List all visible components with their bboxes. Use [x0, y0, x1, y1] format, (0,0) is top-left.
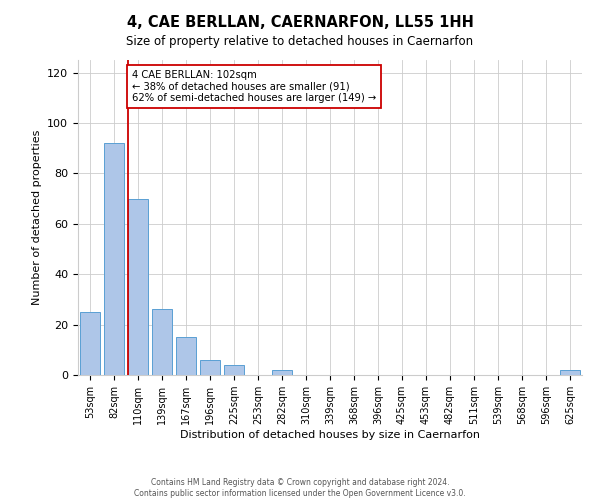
X-axis label: Distribution of detached houses by size in Caernarfon: Distribution of detached houses by size …: [180, 430, 480, 440]
Bar: [128, 198, 148, 375]
Bar: [272, 370, 292, 375]
Bar: [152, 310, 172, 375]
Bar: [224, 365, 244, 375]
Y-axis label: Number of detached properties: Number of detached properties: [32, 130, 41, 305]
Bar: [200, 360, 220, 375]
Bar: [176, 337, 196, 375]
Text: Size of property relative to detached houses in Caernarfon: Size of property relative to detached ho…: [127, 35, 473, 48]
Bar: [80, 312, 100, 375]
Text: Contains HM Land Registry data © Crown copyright and database right 2024.
Contai: Contains HM Land Registry data © Crown c…: [134, 478, 466, 498]
Text: 4, CAE BERLLAN, CAERNARFON, LL55 1HH: 4, CAE BERLLAN, CAERNARFON, LL55 1HH: [127, 15, 473, 30]
Bar: [104, 143, 124, 375]
Text: 4 CAE BERLLAN: 102sqm
← 38% of detached houses are smaller (91)
62% of semi-deta: 4 CAE BERLLAN: 102sqm ← 38% of detached …: [132, 70, 376, 103]
Bar: [560, 370, 580, 375]
